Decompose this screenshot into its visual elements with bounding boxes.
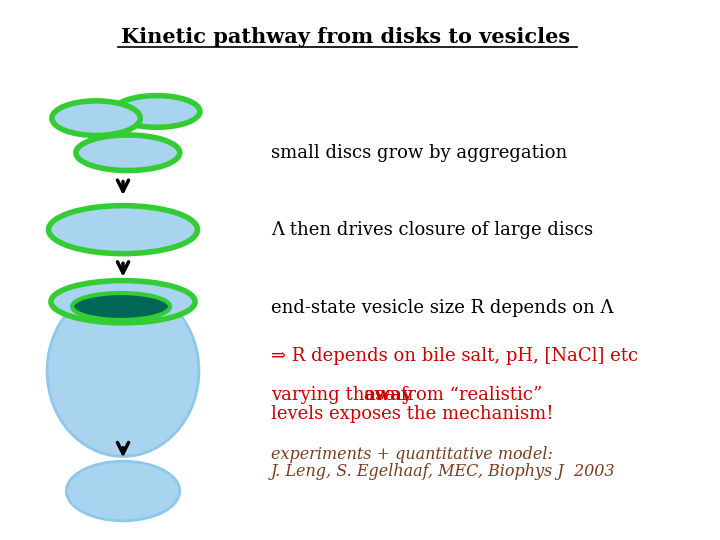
Ellipse shape [48, 206, 197, 254]
Ellipse shape [47, 285, 199, 456]
Text: away: away [363, 386, 413, 404]
Text: levels exposes the mechanism!: levels exposes the mechanism! [271, 405, 554, 423]
Text: small discs grow by aggregation: small discs grow by aggregation [271, 144, 567, 162]
Text: experiments + quantitative model:: experiments + quantitative model: [271, 446, 553, 463]
Ellipse shape [66, 461, 180, 521]
Text: Λ then drives closure of large discs: Λ then drives closure of large discs [271, 221, 593, 239]
Text: varying these: varying these [271, 386, 400, 404]
Text: varying these: varying these [271, 386, 400, 404]
Text: ⇒ R depends on bile salt, pH, [NaCl] etc: ⇒ R depends on bile salt, pH, [NaCl] etc [271, 348, 638, 366]
Text: J. Leng, S. Egelhaaf, MEC, Biophys J  2003: J. Leng, S. Egelhaaf, MEC, Biophys J 200… [271, 463, 616, 480]
Ellipse shape [51, 281, 195, 323]
Ellipse shape [52, 101, 140, 136]
Ellipse shape [72, 293, 170, 320]
Text: end-state vesicle size R depends on Λ: end-state vesicle size R depends on Λ [271, 300, 613, 318]
Text: from “realistic”: from “realistic” [395, 386, 542, 404]
Text: Kinetic pathway from disks to vesicles: Kinetic pathway from disks to vesicles [122, 28, 570, 48]
Ellipse shape [76, 135, 180, 171]
Ellipse shape [114, 96, 200, 127]
